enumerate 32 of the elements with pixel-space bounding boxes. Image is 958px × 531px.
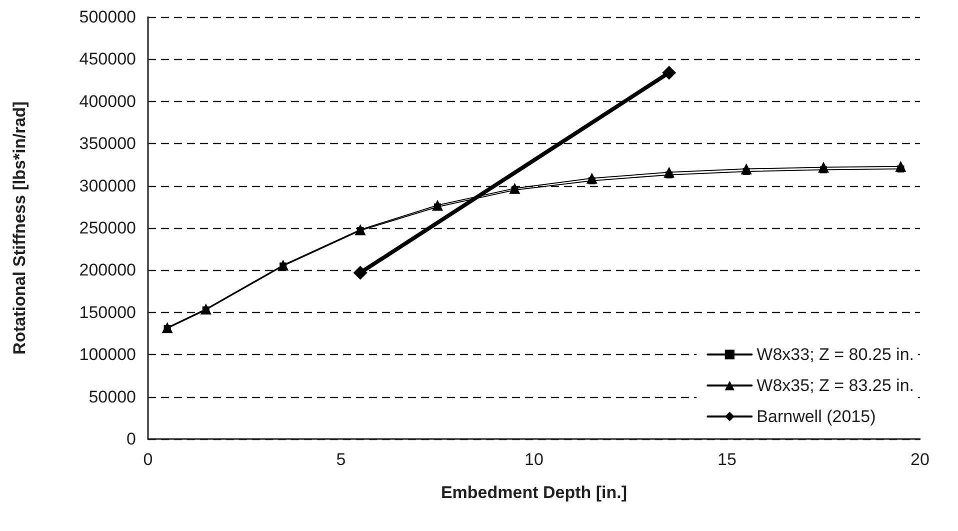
y-tick-label: 450000 — [79, 50, 136, 69]
point — [662, 66, 676, 80]
y-tick-label: 400000 — [79, 92, 136, 111]
y-tick-label: 200000 — [79, 260, 136, 280]
point — [740, 163, 752, 174]
y-tick-label: 150000 — [79, 302, 136, 322]
x-tick-label: 15 — [718, 450, 736, 469]
y-tick-label: 500000 — [79, 8, 136, 26]
x-tick-label: 0 — [143, 450, 153, 469]
legend-label: W8x35; Z = 83.25 in. — [756, 376, 914, 395]
legend-label: Barnwell (2015) — [756, 407, 876, 426]
point — [162, 322, 173, 334]
point — [818, 162, 829, 173]
y-tick-label: 50000 — [88, 387, 136, 406]
point — [200, 304, 212, 315]
y-tick-label: 350000 — [79, 134, 136, 154]
y-tick-label: 250000 — [79, 218, 136, 238]
y-tick-label: 300000 — [79, 176, 136, 196]
y-axis-title: Rotational Stiffness [lbs*in/rad] — [10, 101, 29, 355]
point — [353, 266, 368, 280]
x-tick-label: 10 — [524, 450, 544, 469]
point — [354, 224, 366, 236]
y-tick-label: 100000 — [79, 345, 136, 364]
x-tick-label: 5 — [336, 450, 346, 469]
x-tick-label: 20 — [910, 450, 930, 469]
point — [278, 260, 289, 271]
y-tick-label: 0 — [126, 430, 136, 448]
point — [664, 166, 675, 178]
legend-label: W8x33; Z = 80.25 in. — [756, 345, 914, 364]
point — [895, 160, 906, 172]
point — [586, 172, 598, 184]
x-axis-title: Embedment Depth [in.] — [440, 483, 628, 502]
